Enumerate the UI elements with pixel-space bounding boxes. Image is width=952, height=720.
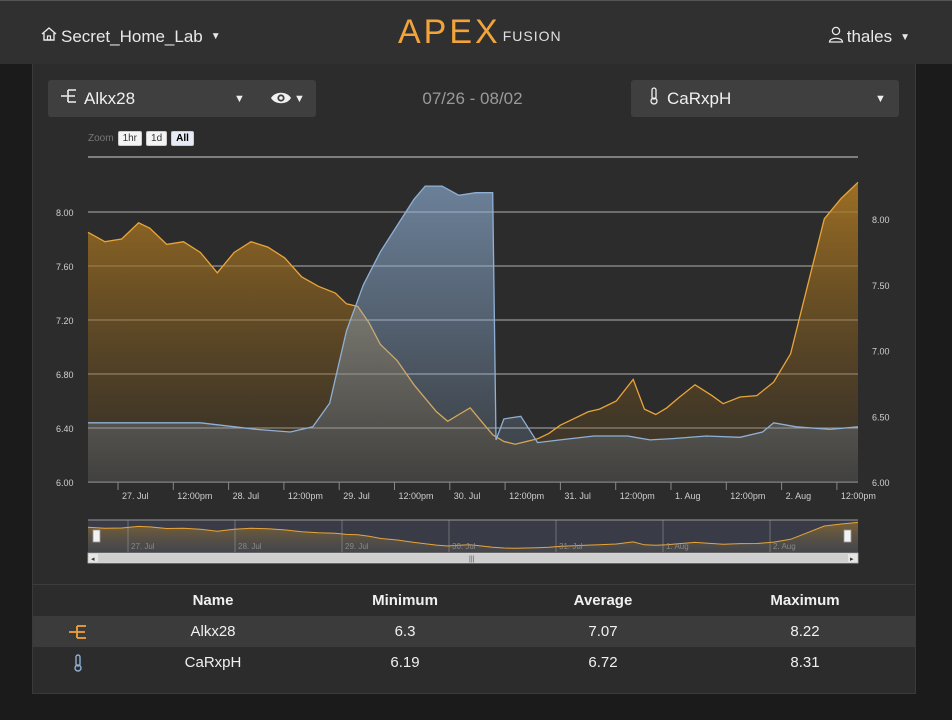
chevron-down-icon[interactable]: ▼ [875, 92, 886, 105]
alkalinity-icon [63, 616, 93, 647]
zoom-1d-button[interactable]: 1d [146, 131, 168, 146]
stats-header: Name Minimum Average Maximum [33, 584, 915, 617]
left-probe-label: Alkx28 [84, 88, 136, 108]
thermometer-icon [649, 87, 659, 110]
table-row[interactable]: Alkx28 6.3 7.07 8.22 [33, 616, 915, 647]
row-min: 6.19 [390, 654, 420, 671]
top-bar: Secret_Home_Lab ▼ APEX FUSION thales ▼ [0, 0, 952, 64]
location-label: Secret_Home_Lab [61, 26, 203, 46]
row-max: 8.31 [790, 654, 820, 671]
row-avg: 6.72 [588, 654, 618, 671]
zoom-label: Zoom [88, 133, 114, 144]
row-avg: 7.07 [588, 623, 618, 640]
zoom-all-button[interactable]: All [171, 131, 194, 146]
user-icon [828, 26, 844, 48]
header-minimum: Minimum [372, 592, 438, 609]
right-probe-label: CaRxpH [667, 88, 732, 108]
user-name: thales [846, 27, 893, 46]
header-name: Name [192, 592, 234, 609]
chevron-down-icon: ▼ [210, 31, 221, 42]
header-average: Average [573, 592, 633, 609]
alkalinity-icon [60, 88, 78, 109]
row-min: 6.3 [394, 623, 416, 640]
row-max: 8.22 [790, 623, 820, 640]
chevron-down-icon: ▼ [900, 31, 910, 43]
apex-fusion-logo: APEX FUSION [398, 15, 562, 49]
home-icon [40, 26, 58, 47]
header-maximum: Maximum [770, 592, 840, 609]
logo-sub: FUSION [502, 28, 562, 44]
table-row[interactable]: CaRxpH 6.19 6.72 8.31 [33, 647, 915, 678]
zoom-controls: Zoom 1hr 1d All [88, 131, 194, 146]
left-probe-selector[interactable]: Alkx28 ▼ ▼ [48, 80, 316, 117]
right-probe-selector[interactable]: CaRxpH ▼ [631, 80, 899, 117]
chevron-down-icon[interactable]: ▼ [234, 92, 245, 105]
date-range: 07/26 - 08/02 [422, 89, 523, 108]
chevron-down-icon[interactable]: ▼ [294, 92, 305, 105]
eye-icon[interactable] [270, 89, 292, 112]
user-menu[interactable]: thales ▼ [828, 26, 910, 48]
row-name: Alkx28 [190, 623, 236, 640]
location-dropdown[interactable]: Secret_Home_Lab ▼ [40, 26, 221, 47]
row-name: CaRxpH [184, 654, 242, 671]
logo-main: APEX [398, 13, 501, 51]
zoom-1hr-button[interactable]: 1hr [117, 131, 143, 146]
thermometer-icon [63, 647, 93, 678]
